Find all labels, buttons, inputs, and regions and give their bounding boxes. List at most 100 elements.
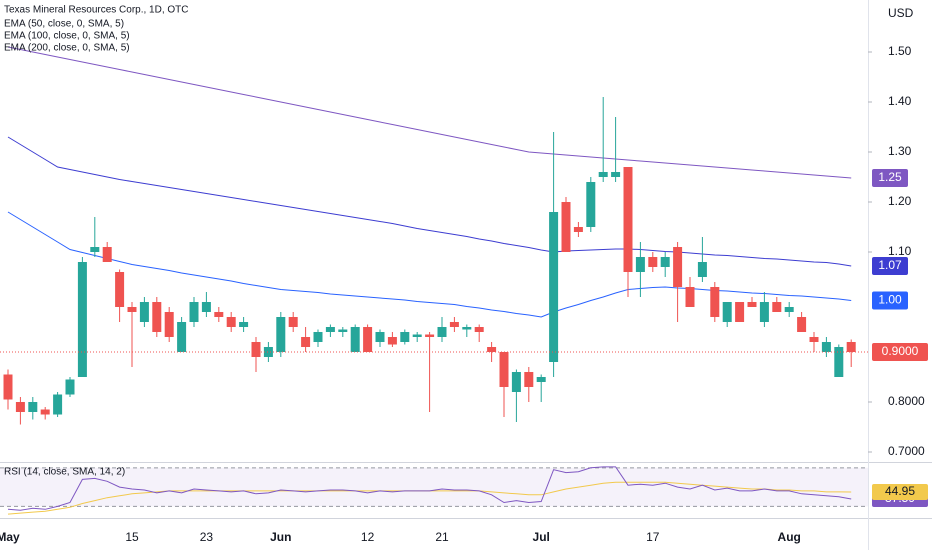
candle-body bbox=[189, 302, 199, 322]
candle-body bbox=[809, 337, 819, 342]
currency-label: USD bbox=[888, 6, 914, 20]
price-badge-label: 1.25 bbox=[878, 170, 902, 184]
candle-body bbox=[350, 327, 360, 352]
y-tick-label: 1.50 bbox=[888, 44, 912, 58]
x-tick-label: 12 bbox=[361, 530, 375, 544]
price-badge-label: 0.9000 bbox=[882, 344, 919, 358]
candle-body bbox=[474, 327, 484, 332]
price-badge-label: 1.07 bbox=[878, 258, 902, 272]
ema-line bbox=[7, 136, 852, 267]
x-tick-label: Aug bbox=[778, 530, 801, 544]
y-tick-label: 0.7000 bbox=[888, 444, 925, 458]
candle-body bbox=[263, 347, 273, 357]
price-badge bbox=[872, 343, 928, 361]
candle-body bbox=[177, 322, 187, 352]
candle-body bbox=[611, 172, 621, 177]
candle-body bbox=[784, 307, 794, 312]
candle-body bbox=[77, 262, 87, 377]
candle-body bbox=[821, 342, 831, 352]
rsi-line bbox=[7, 466, 852, 511]
y-tick-label: 1.20 bbox=[888, 194, 912, 208]
rsi-badge bbox=[872, 483, 928, 500]
candle-body bbox=[251, 342, 261, 357]
candle-body bbox=[449, 322, 459, 327]
y-tick-label: 1.10 bbox=[888, 244, 912, 258]
candle-body bbox=[90, 247, 100, 252]
candle-body bbox=[635, 257, 645, 272]
y-tick-label: 1.30 bbox=[888, 144, 912, 158]
candle-body bbox=[499, 352, 509, 387]
rsi-badge-label: 44.95 bbox=[885, 484, 915, 498]
candle-body bbox=[201, 302, 211, 312]
candle-body bbox=[152, 302, 162, 332]
legend-entry: EMA (50, close, 0, SMA, 5) bbox=[4, 19, 124, 30]
candle-body bbox=[437, 327, 447, 337]
marks bbox=[0, 46, 868, 515]
candle-body bbox=[710, 287, 720, 317]
candle-body bbox=[40, 409, 50, 415]
rsi-band-fill bbox=[0, 467, 868, 507]
candle-body bbox=[325, 327, 335, 332]
candle-body bbox=[846, 342, 856, 352]
candle-body bbox=[834, 347, 844, 377]
rsi-legend: RSI (14, close, SMA, 14, 2) bbox=[4, 467, 125, 478]
candle-body bbox=[313, 332, 323, 342]
x-tick-label: 17 bbox=[646, 530, 660, 544]
x-tick-label: 23 bbox=[200, 530, 214, 544]
candle-body bbox=[673, 247, 683, 287]
ema-line bbox=[7, 46, 852, 179]
x-tick-label: 21 bbox=[435, 530, 449, 544]
candle-body bbox=[697, 262, 707, 277]
candle-body bbox=[3, 374, 13, 400]
candle-body bbox=[722, 302, 732, 322]
candle-body bbox=[772, 302, 782, 312]
candle-body bbox=[623, 167, 633, 272]
price-badge bbox=[872, 169, 908, 187]
candle-body bbox=[53, 394, 63, 415]
candle-body bbox=[735, 302, 745, 322]
candle-body bbox=[648, 257, 658, 267]
candle-body bbox=[214, 312, 224, 317]
x-tick-label: Jun bbox=[270, 530, 291, 544]
candle-body bbox=[425, 334, 435, 337]
candle-body bbox=[598, 172, 608, 177]
y-tick-label: 0.8000 bbox=[888, 394, 925, 408]
candle-body bbox=[660, 257, 670, 267]
candle-body bbox=[288, 317, 298, 327]
candle-body bbox=[412, 334, 422, 337]
candle-body bbox=[586, 182, 596, 227]
candle-body bbox=[239, 322, 249, 327]
y-tick-label: 1.40 bbox=[888, 94, 912, 108]
candle-body bbox=[28, 402, 38, 412]
candle-body bbox=[747, 302, 757, 307]
candle-body bbox=[65, 379, 75, 395]
candle-body bbox=[115, 272, 125, 307]
candle-body bbox=[549, 212, 559, 362]
candle-body bbox=[487, 347, 497, 352]
candle-body bbox=[462, 327, 472, 330]
legend-entry: EMA (200, close, 0, SMA, 5) bbox=[4, 43, 130, 54]
price-badge-label: 1.00 bbox=[878, 293, 902, 307]
candle-body bbox=[511, 372, 521, 392]
candle-body bbox=[363, 327, 373, 352]
candle-body bbox=[164, 312, 174, 337]
candle-body bbox=[276, 317, 286, 352]
candle-body bbox=[226, 317, 236, 327]
candle-body bbox=[797, 317, 807, 332]
candle-body bbox=[301, 337, 311, 347]
candle-body bbox=[759, 302, 769, 322]
legend-entry: EMA (100, close, 0, SMA, 5) bbox=[4, 31, 130, 42]
candle-body bbox=[685, 287, 695, 307]
x-tick-label: May bbox=[0, 530, 20, 544]
candle-body bbox=[573, 227, 583, 232]
x-tick-label: 15 bbox=[125, 530, 139, 544]
x-tick-label: Jul bbox=[533, 530, 550, 544]
candle-body bbox=[387, 337, 397, 345]
chart-title: Texas Mineral Resources Corp., 1D, OTC bbox=[4, 5, 189, 16]
candle-body bbox=[139, 302, 149, 322]
candle-body bbox=[561, 202, 571, 252]
candle-body bbox=[338, 329, 348, 332]
